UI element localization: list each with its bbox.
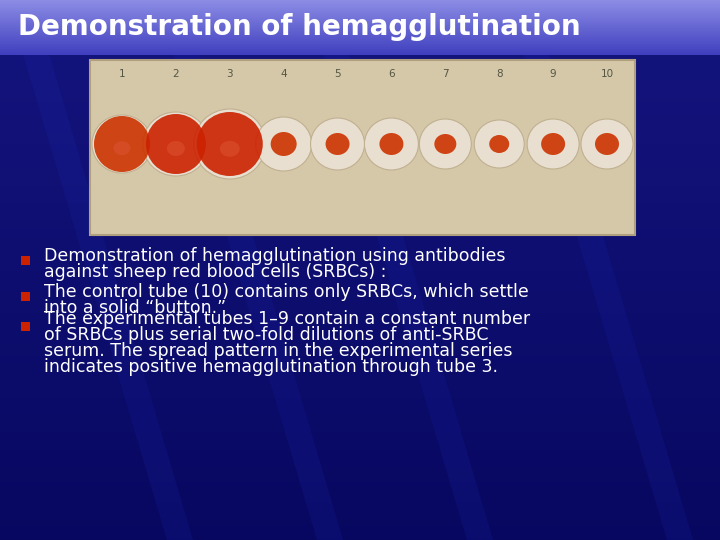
Ellipse shape — [474, 120, 524, 168]
Text: 9: 9 — [550, 69, 557, 79]
Text: serum. The spread pattern in the experimental series: serum. The spread pattern in the experim… — [44, 342, 513, 360]
Ellipse shape — [364, 118, 418, 170]
FancyBboxPatch shape — [21, 256, 30, 265]
Text: 4: 4 — [280, 69, 287, 79]
Text: 3: 3 — [227, 69, 233, 79]
Text: 10: 10 — [600, 69, 613, 79]
Text: into a solid “button.”: into a solid “button.” — [44, 299, 226, 317]
FancyBboxPatch shape — [21, 292, 30, 301]
Ellipse shape — [325, 133, 349, 155]
Ellipse shape — [167, 141, 185, 156]
Text: 7: 7 — [442, 69, 449, 79]
Text: 6: 6 — [388, 69, 395, 79]
Ellipse shape — [489, 135, 509, 153]
Ellipse shape — [256, 117, 312, 171]
Ellipse shape — [419, 119, 472, 169]
Text: Demonstration of hemagglutination: Demonstration of hemagglutination — [18, 13, 580, 41]
Ellipse shape — [581, 119, 633, 169]
Ellipse shape — [114, 141, 130, 155]
Text: against sheep red blood cells (SRBCs) :: against sheep red blood cells (SRBCs) : — [44, 263, 387, 281]
Text: of SRBCs plus serial two-fold dilutions of anti-SRBC: of SRBCs plus serial two-fold dilutions … — [44, 326, 488, 344]
Ellipse shape — [94, 116, 150, 172]
Ellipse shape — [541, 133, 565, 155]
Ellipse shape — [527, 119, 579, 169]
FancyBboxPatch shape — [90, 60, 635, 235]
Ellipse shape — [220, 141, 240, 157]
Text: 1: 1 — [119, 69, 125, 79]
Text: 2: 2 — [173, 69, 179, 79]
Ellipse shape — [595, 133, 619, 155]
Ellipse shape — [143, 112, 209, 176]
FancyBboxPatch shape — [21, 322, 30, 331]
Text: The control tube (10) contains only SRBCs, which settle: The control tube (10) contains only SRBC… — [44, 283, 528, 301]
Ellipse shape — [379, 133, 403, 155]
Text: indicates positive hemagglutination through tube 3.: indicates positive hemagglutination thro… — [44, 358, 498, 376]
Text: The experimental tubes 1–9 contain a constant number: The experimental tubes 1–9 contain a con… — [44, 310, 530, 328]
Text: 5: 5 — [334, 69, 341, 79]
Ellipse shape — [92, 115, 152, 173]
Text: Demonstration of hemagglutination using antibodies: Demonstration of hemagglutination using … — [44, 247, 505, 265]
Ellipse shape — [146, 114, 206, 174]
Ellipse shape — [434, 134, 456, 154]
Ellipse shape — [271, 132, 297, 156]
Text: 8: 8 — [496, 69, 503, 79]
Ellipse shape — [197, 112, 263, 176]
Ellipse shape — [194, 109, 266, 179]
Ellipse shape — [310, 118, 364, 170]
